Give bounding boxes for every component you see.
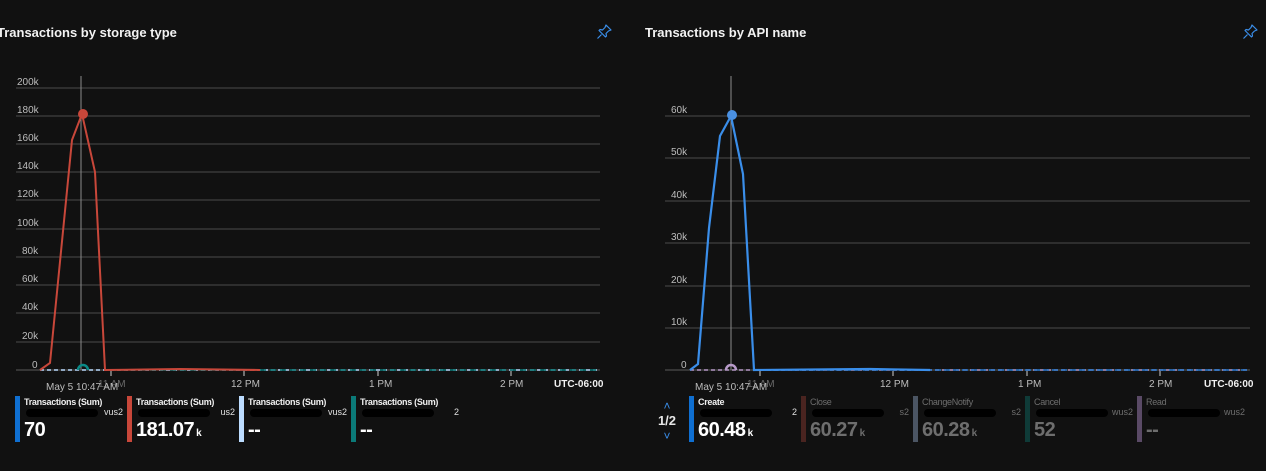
legend-resource: s2 <box>810 407 913 419</box>
y-tick: 100k <box>17 218 40 229</box>
y-tick: 200k <box>17 77 40 88</box>
legend-metric: Transactions (Sum) <box>360 397 439 407</box>
y-tick: 50k <box>671 147 688 158</box>
y-axis-labels: 60k 50k 40k 30k 20k 10k 0 <box>671 105 688 371</box>
y-tick: 160k <box>17 133 40 144</box>
chart-title: Transactions by API name <box>645 25 807 40</box>
legend-value: 60.27 k <box>810 419 865 441</box>
legend-resource: wus2 <box>1146 407 1249 419</box>
legend-item-cancel[interactable]: Cancel wus2 52 <box>1025 396 1137 442</box>
legend-metric: Read <box>1146 397 1167 407</box>
y-tick: 0 <box>32 360 38 371</box>
pin-icon[interactable] <box>596 24 612 40</box>
page-indicator: 1/2 <box>657 413 677 428</box>
legend-value: -- <box>248 419 261 441</box>
legend-pager: ˄ 1/2 ˅ <box>654 400 680 442</box>
legend-item-read[interactable]: Read wus2 -- <box>1137 396 1249 442</box>
chart-title: Transactions by storage type <box>0 25 177 40</box>
line-chart[interactable]: 60k 50k 40k 30k 20k 10k 0 11 AM 12 PM 1 … <box>630 0 1266 395</box>
y-tick: 60k <box>22 274 39 285</box>
cursor-time-label: May 5 10:47 AM <box>695 382 767 393</box>
legend-value: 70 <box>24 419 46 441</box>
legend-item-create[interactable]: Create 2 60.48 k <box>689 396 801 442</box>
timezone-label: UTC-06:00 <box>1204 379 1254 390</box>
y-tick: 40k <box>22 302 39 313</box>
legend-value: -- <box>1146 419 1159 441</box>
chart-panel-api-name: Transactions by API name 60k 50k 40k 30k… <box>630 0 1266 471</box>
chart-legend: Create 2 60.48 k Close s2 60.27 k ChangeNo… <box>689 396 1249 442</box>
legend-item[interactable]: Transactions (Sum) 2 -- <box>351 396 463 442</box>
x-tick: 2 PM <box>500 379 523 390</box>
y-tick: 20k <box>671 275 688 286</box>
legend-value: 60.28 k <box>922 419 977 441</box>
legend-item-close[interactable]: Close s2 60.27 k <box>801 396 913 442</box>
legend-resource: vus2 <box>24 407 127 419</box>
cursor-time-label: May 5 10:47 AM <box>46 382 118 393</box>
legend-item[interactable]: Transactions (Sum) us2 181.07 k <box>127 396 239 442</box>
legend-item[interactable]: Transactions (Sum) vus2 -- <box>239 396 351 442</box>
x-tick: 12 PM <box>880 379 909 390</box>
y-tick: 180k <box>17 105 40 116</box>
legend-resource: vus2 <box>248 407 351 419</box>
legend-resource: 2 <box>698 407 801 419</box>
legend-value: 181.07 k <box>136 419 202 441</box>
legend-metric: ChangeNotify <box>922 397 973 407</box>
timezone-label: UTC-06:00 <box>554 379 604 390</box>
legend-resource: wus2 <box>1034 407 1137 419</box>
legend-value: 60.48 k <box>698 419 753 441</box>
x-tick: 11 AM <box>98 379 126 390</box>
legend-item[interactable]: Transactions (Sum) vus2 70 <box>15 396 127 442</box>
legend-value: 52 <box>1034 419 1056 441</box>
chart-legend: Transactions (Sum) vus2 70 Transactions … <box>15 396 463 442</box>
legend-metric: Transactions (Sum) <box>136 397 215 407</box>
y-tick: 30k <box>671 232 688 243</box>
legend-resource: us2 <box>136 407 239 419</box>
y-tick: 10k <box>671 317 688 328</box>
legend-metric: Close <box>810 397 832 407</box>
chevron-up-icon[interactable]: ˄ <box>663 399 671 413</box>
line-chart[interactable]: 200k 180k 160k 140k 120k 100k 80k 60k 40… <box>0 0 625 395</box>
x-tick: 2 PM <box>1149 379 1172 390</box>
y-tick: 40k <box>671 190 688 201</box>
legend-metric: Cancel <box>1034 397 1061 407</box>
legend-metric: Transactions (Sum) <box>24 397 103 407</box>
legend-item-changenotify[interactable]: ChangeNotify s2 60.28 k <box>913 396 1025 442</box>
y-tick: 120k <box>17 189 40 200</box>
y-tick: 140k <box>17 161 40 172</box>
x-tick: 1 PM <box>1018 379 1041 390</box>
chevron-down-icon[interactable]: ˅ <box>663 429 671 443</box>
data-point-marker <box>78 109 88 119</box>
pin-icon[interactable] <box>1242 24 1258 40</box>
x-tick: 12 PM <box>231 379 260 390</box>
legend-metric: Create <box>698 397 725 407</box>
series-line-red <box>39 110 261 372</box>
y-axis-labels: 200k 180k 160k 140k 120k 100k 80k 60k 40… <box>17 77 40 371</box>
x-tick: 11 AM <box>747 379 775 390</box>
chart-panel-storage-type: Transactions by storage type 200k 180k 1… <box>0 0 625 471</box>
data-point-marker <box>727 110 737 120</box>
legend-resource: s2 <box>922 407 1025 419</box>
x-tick: 1 PM <box>369 379 392 390</box>
y-tick: 0 <box>681 360 687 371</box>
y-tick: 80k <box>22 246 39 257</box>
legend-resource: 2 <box>360 407 463 419</box>
y-tick: 60k <box>671 105 688 116</box>
legend-value: -- <box>360 419 373 441</box>
legend-metric: Transactions (Sum) <box>248 397 327 407</box>
y-tick: 20k <box>22 331 39 342</box>
